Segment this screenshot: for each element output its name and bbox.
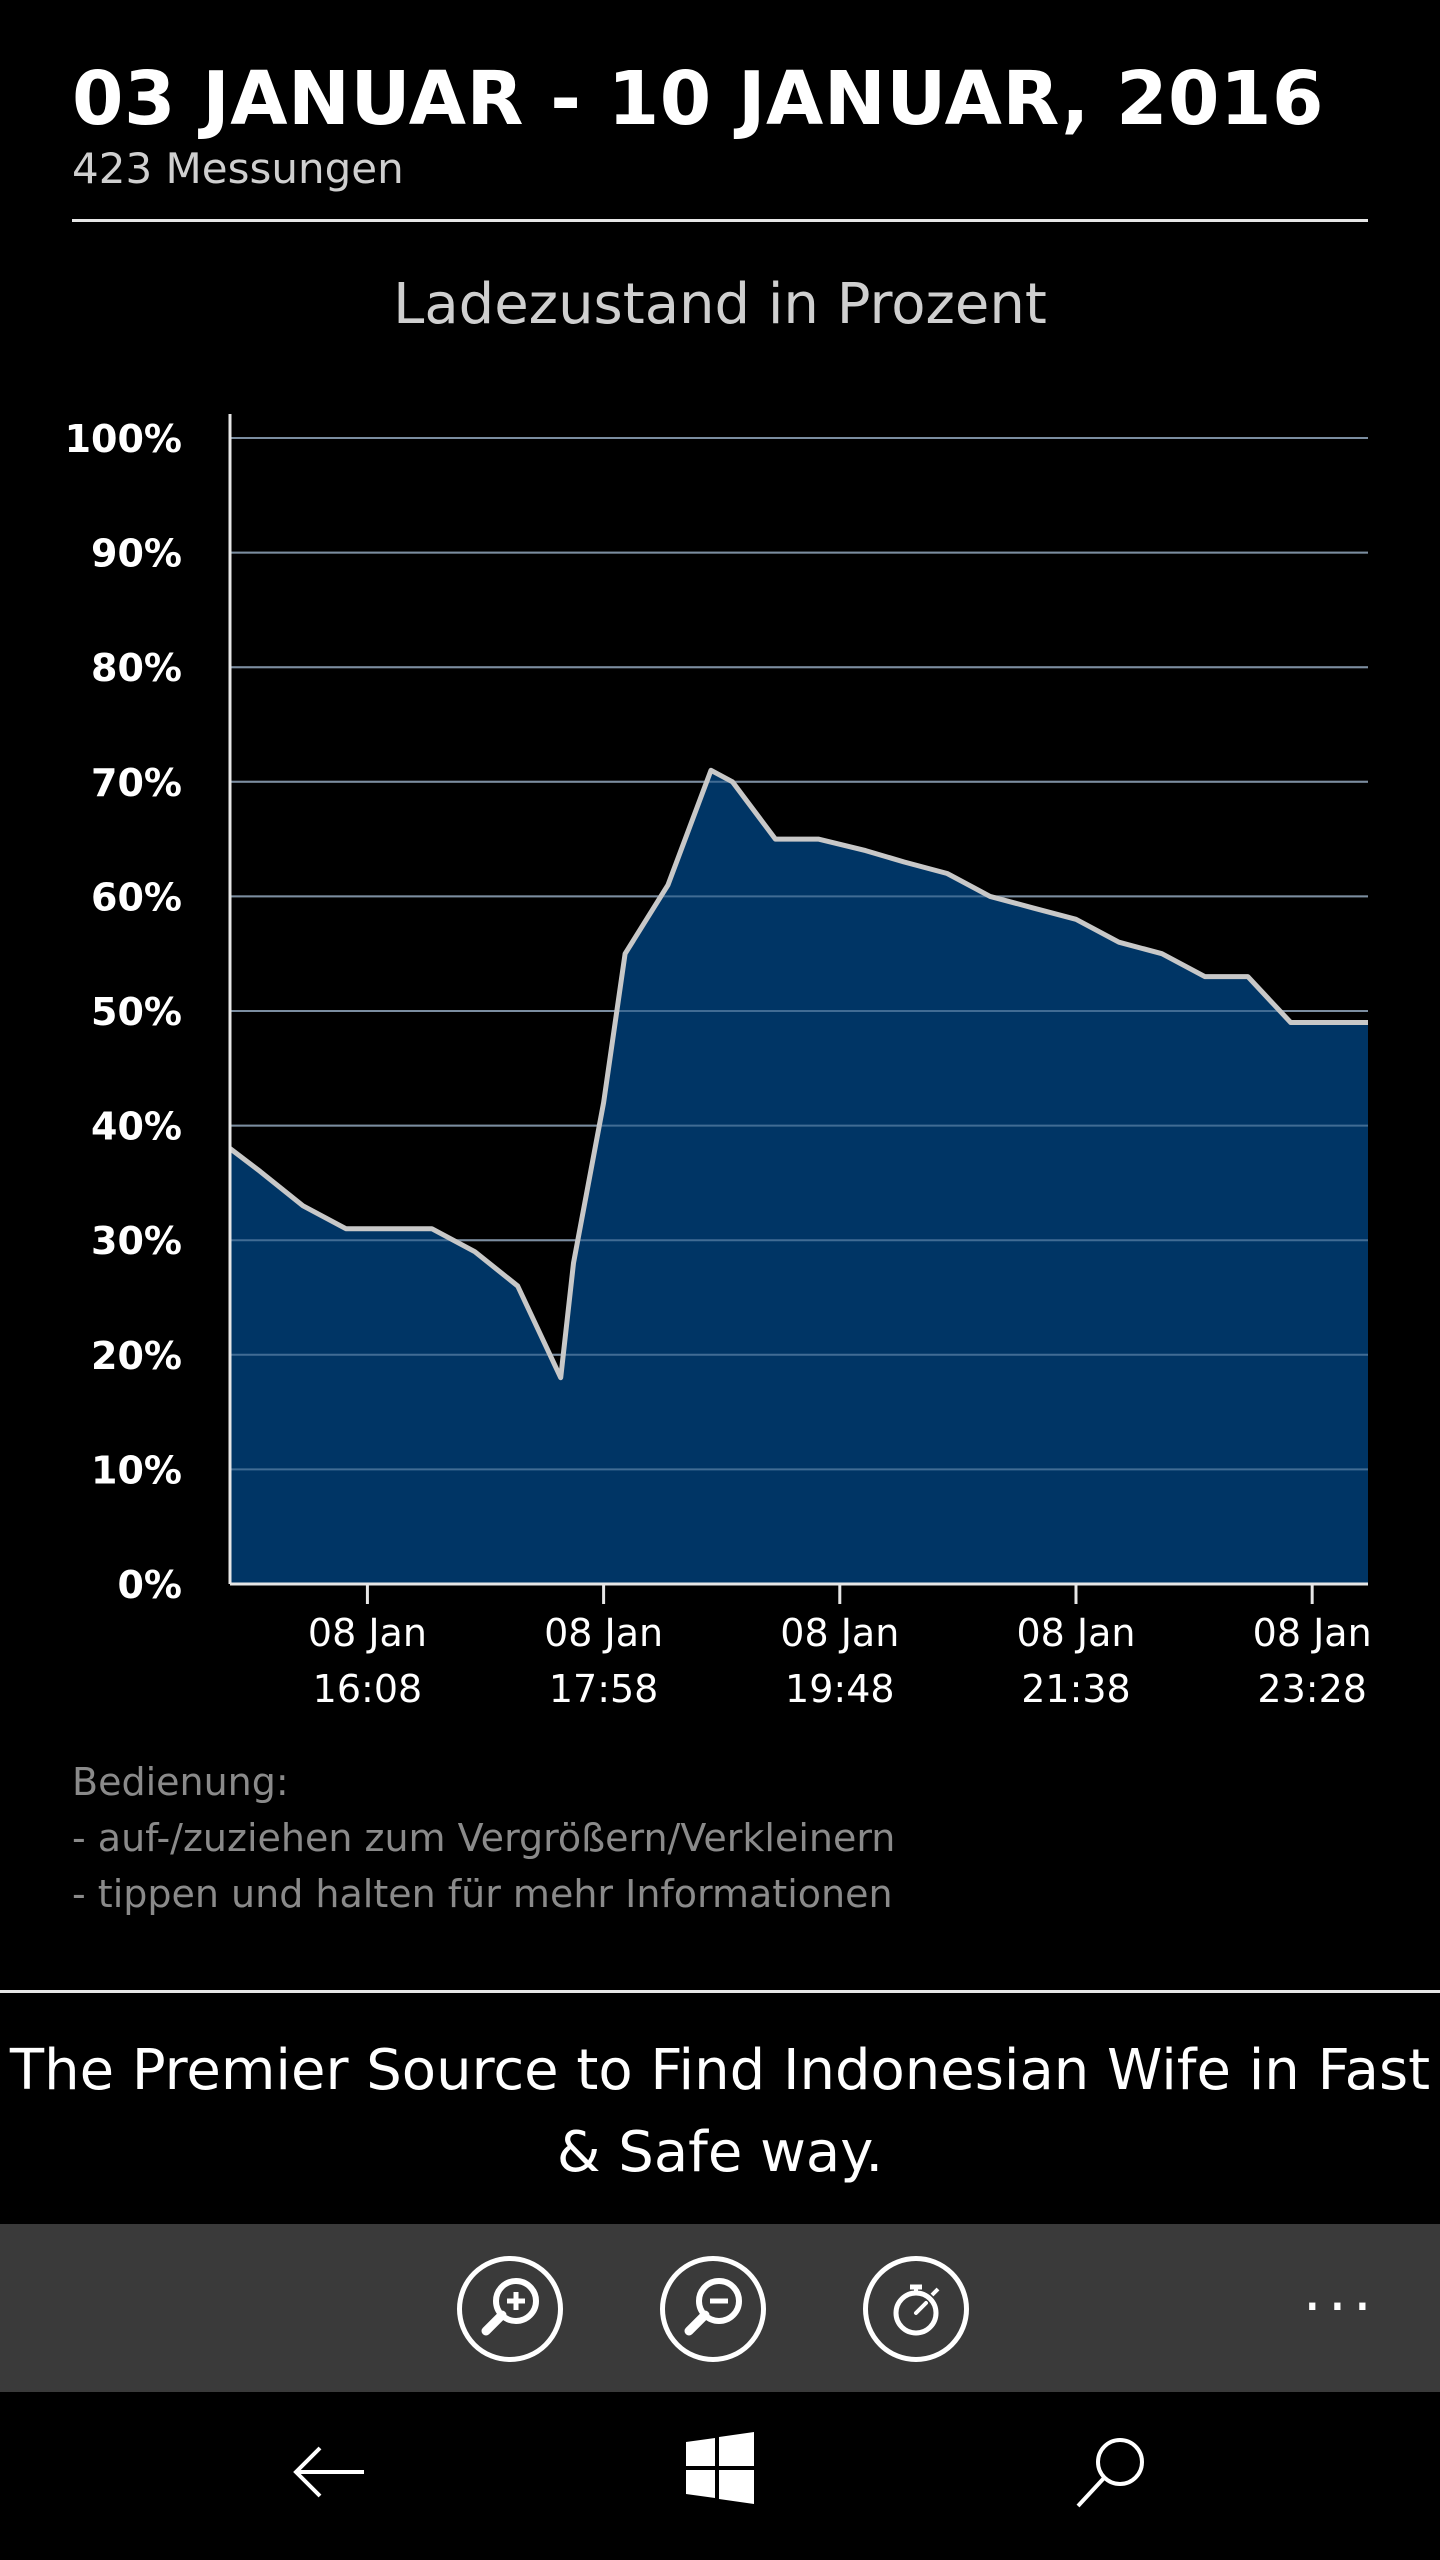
chart-labels: 0% 10% 20% 30% 40% 50% 60% 70% 80% 90% 100% 08 Jan 1… — [65, 417, 1372, 1711]
chart-title: Ladezustand in Prozent — [393, 272, 1047, 337]
x-tick-date-label: 08 Jan — [780, 1611, 899, 1655]
zoom-in-icon — [481, 2278, 539, 2336]
system-nav-bar — [0, 2392, 1440, 2560]
date-range-title: 03 JANUAR - 10 JANUAR, 2016 — [72, 56, 1325, 142]
x-tick-time-label: 21:38 — [1021, 1667, 1131, 1711]
x-tick-time-label: 16:08 — [313, 1667, 423, 1711]
ad-banner[interactable]: The Premier Source to Find Indonesian Wi… — [9, 2038, 1431, 2185]
zoom-out-button[interactable] — [660, 2256, 766, 2362]
stopwatch-icon — [893, 2284, 940, 2336]
x-tick-time-label: 17:58 — [549, 1667, 659, 1711]
x-tick-date-label: 08 Jan — [1016, 1611, 1135, 1655]
y-tick-label: 100% — [65, 417, 182, 461]
instructions-heading: Bedienung: — [72, 1760, 289, 1804]
windows-logo-icon — [686, 2432, 754, 2504]
x-tick-date-label: 08 Jan — [544, 1611, 663, 1655]
y-tick-label: 0% — [117, 1563, 182, 1607]
chart-area-series — [228, 437, 1368, 1584]
back-button[interactable] — [290, 2432, 370, 2516]
y-tick-label: 30% — [91, 1219, 182, 1263]
x-tick-time-label: 19:48 — [785, 1667, 895, 1711]
battery-area-fill — [230, 770, 1368, 1584]
y-tick-label: 10% — [91, 1448, 182, 1492]
battery-line — [228, 767, 1368, 1381]
y-tick-label: 80% — [91, 646, 182, 690]
ad-divider — [0, 1990, 1440, 1993]
start-button[interactable] — [684, 2432, 756, 2508]
app-bar: ··· — [0, 2224, 1440, 2392]
header-divider — [72, 219, 1368, 222]
back-arrow-icon — [293, 2446, 364, 2498]
y-tick-label: 40% — [91, 1105, 182, 1149]
more-options-button[interactable]: ··· — [1302, 2272, 1378, 2342]
header: 03 JANUAR - 10 JANUAR, 2016 423 Messunge… — [72, 62, 1368, 190]
x-tick-date-label: 08 Jan — [1253, 1611, 1372, 1655]
y-tick-label: 70% — [91, 761, 182, 805]
zoom-in-button[interactable] — [457, 2256, 563, 2362]
x-tick-date-label: 08 Jan — [308, 1611, 427, 1655]
y-tick-label: 50% — [91, 990, 182, 1034]
chart-axes — [228, 414, 1368, 1604]
x-tick-time-label: 23:28 — [1257, 1667, 1367, 1711]
instructions-line-1: - auf-/zuziehen zum Vergrößern/Verkleine… — [72, 1816, 896, 1860]
measurement-count: 423 Messungen — [72, 144, 404, 193]
zoom-out-icon — [684, 2278, 742, 2336]
search-button[interactable] — [1070, 2432, 1150, 2516]
battery-chart[interactable]: 0% 10% 20% 30% 40% 50% 60% 70% 80% 90% 100% 08 Jan 1… — [0, 380, 1440, 1720]
instructions: Bedienung: - auf-/zuziehen zum Vergrößer… — [72, 1754, 895, 1922]
instructions-line-2: - tippen und halten für mehr Information… — [72, 1872, 893, 1916]
y-tick-label: 90% — [91, 532, 182, 576]
stopwatch-button[interactable] — [863, 2256, 969, 2362]
y-tick-label: 60% — [91, 875, 182, 919]
search-icon — [1076, 2438, 1144, 2508]
y-tick-label: 20% — [91, 1334, 182, 1378]
